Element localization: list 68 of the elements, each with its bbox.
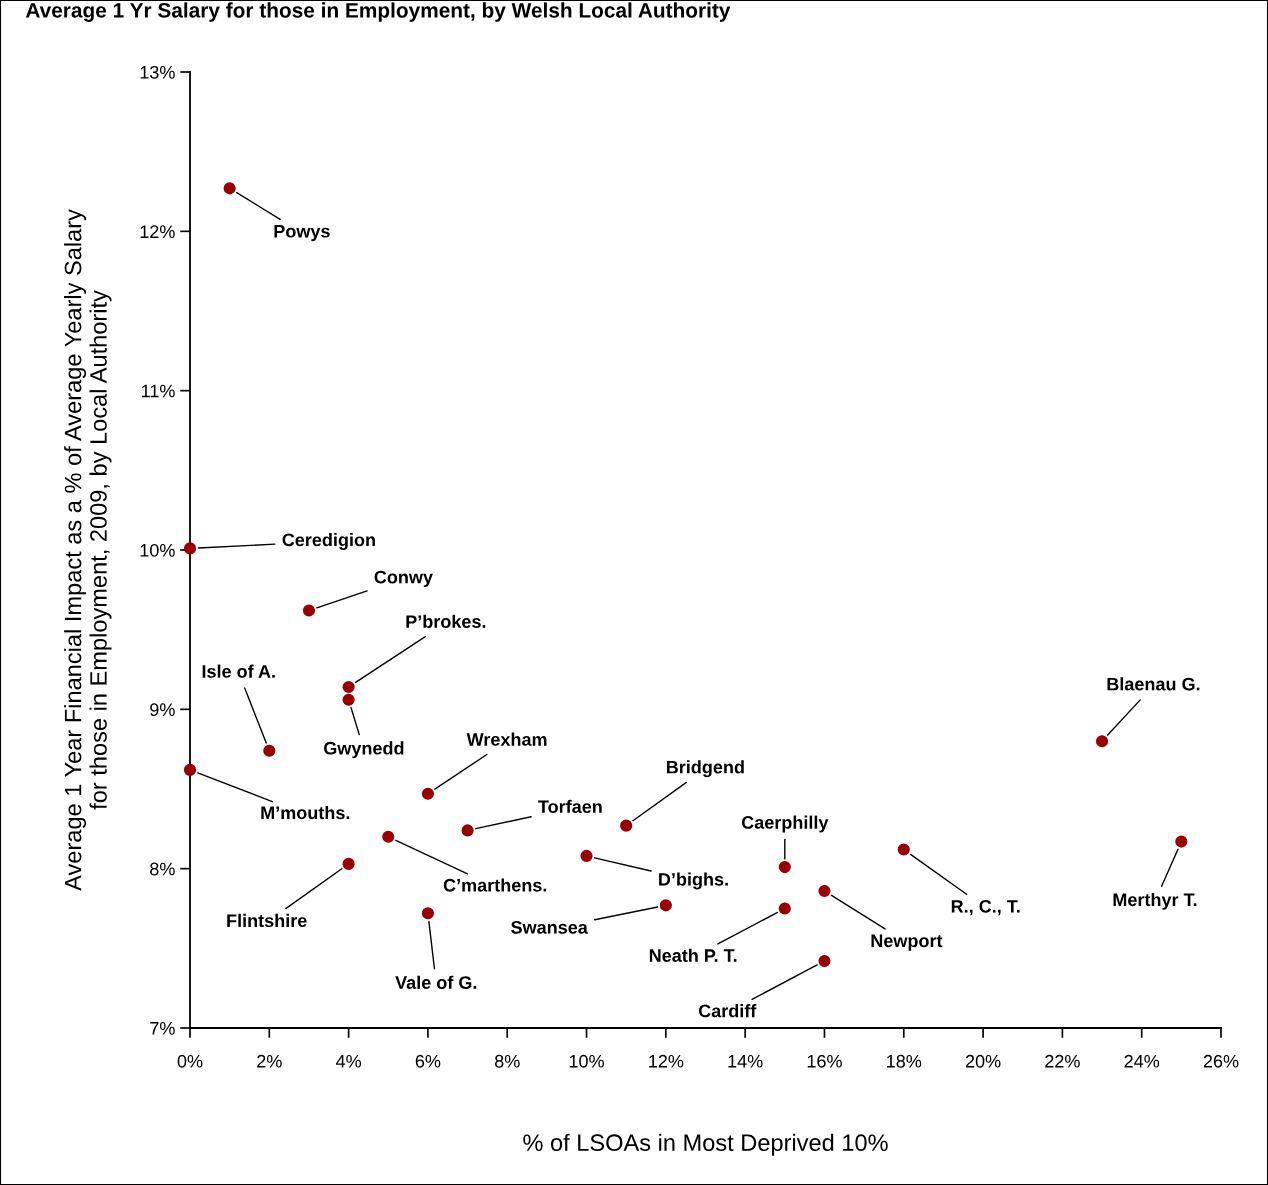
annotation: Bridgend	[666, 760, 744, 778]
point	[620, 819, 633, 832]
y-tick-label: 8%	[150, 862, 175, 876]
point	[183, 542, 197, 555]
annotation: Swansea	[511, 920, 588, 934]
point	[461, 824, 474, 837]
x-axis-title: % of LSOAs in Most Deprived 10%	[523, 1133, 888, 1156]
x-tick-label: 6%	[415, 1054, 441, 1068]
y-tick-label: 9%	[150, 703, 175, 717]
annotation: Ceredigion	[282, 533, 375, 550]
x-tick-label: 4%	[335, 1054, 362, 1068]
x-tick-label: 10%	[569, 1054, 604, 1068]
point	[778, 860, 791, 874]
point	[263, 744, 276, 757]
chart-title: Average 1 Yr Salary for those in Employment, by Welsh Local Authority	[25, 2, 731, 22]
point	[421, 787, 434, 800]
annotation: M’mouths.	[261, 805, 350, 820]
annotation: Newport	[871, 934, 943, 951]
x-tick-label: 16%	[807, 1054, 842, 1068]
y-tick-label: 12%	[140, 225, 175, 238]
point	[342, 680, 355, 694]
y-tick-label: 7%	[150, 1022, 175, 1035]
x-tick-label: 20%	[965, 1054, 1001, 1068]
annotation: R., C., T.	[951, 899, 1020, 916]
point	[183, 763, 197, 776]
annotation: C’marthens.	[443, 878, 547, 892]
point	[223, 182, 236, 195]
x-tick-label: 18%	[887, 1054, 922, 1068]
x-tick-label: 26%	[1203, 1054, 1239, 1068]
point	[659, 899, 672, 912]
annotation: Wrexham	[466, 732, 547, 746]
annotation: Blaenau G.	[1107, 677, 1200, 691]
annotation: Gwynedd	[324, 741, 404, 759]
point	[342, 693, 355, 706]
point	[580, 849, 593, 862]
annotation: Cardiff	[698, 1004, 757, 1018]
annotation: D’bighs.	[659, 872, 728, 890]
annotation: Powys	[274, 225, 330, 242]
point	[1095, 735, 1109, 748]
x-tick-label: 14%	[728, 1054, 763, 1068]
point	[421, 907, 434, 920]
x-tick-label: 2%	[257, 1054, 282, 1068]
y-tick-label: 11%	[141, 384, 175, 398]
point	[342, 857, 355, 870]
point	[818, 955, 831, 968]
annotation: Caerphilly	[741, 815, 829, 833]
x-tick-label: 12%	[649, 1054, 684, 1068]
x-tick-label: 0%	[177, 1054, 203, 1068]
point	[302, 604, 316, 617]
point	[1175, 835, 1188, 848]
point	[897, 843, 910, 856]
x-tick-label: 24%	[1124, 1054, 1160, 1068]
annotation: Merthyr T.	[1113, 892, 1197, 910]
annotation: P’brokes.	[406, 614, 486, 628]
y-tick-label: 10%	[140, 543, 175, 557]
point	[382, 830, 395, 843]
annotation: Flintshire	[227, 913, 307, 928]
point	[778, 902, 791, 915]
y-tick-label: 13%	[140, 65, 175, 79]
annotation: Torfaen	[538, 799, 602, 814]
x-tick-label: 22%	[1045, 1054, 1080, 1068]
annotation: Vale of G.	[395, 975, 477, 989]
annotation: Isle of A.	[202, 664, 275, 678]
annotation: Neath P. T.	[649, 948, 737, 962]
y-axis-title: Average 1 Year Financial Impact as a % of Average Yearly Salary for those in Employment, 2009, by Local Authority	[64, 209, 112, 891]
x-tick-label: 8%	[494, 1054, 520, 1068]
point	[818, 884, 831, 898]
annotation: Conwy	[374, 570, 433, 588]
